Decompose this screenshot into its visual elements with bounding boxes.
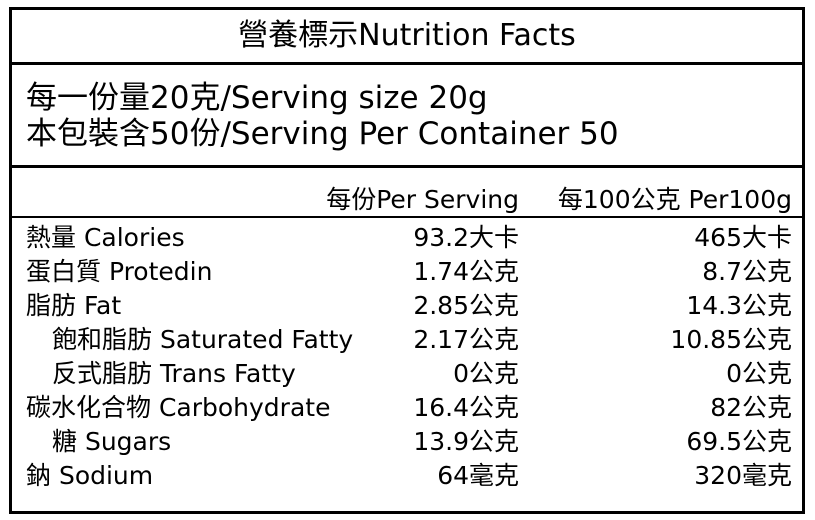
nutrient-amount: 93.2大卡 bbox=[413, 223, 519, 252]
nutrient-amount: 8.7公克 bbox=[702, 257, 792, 286]
divider bbox=[12, 165, 802, 168]
nutrient-amount: 0公克 bbox=[726, 359, 792, 388]
nutrient-amount: 14.3公克 bbox=[686, 291, 792, 320]
nutrient-name: 碳水化合物 Carbohydrate bbox=[26, 393, 331, 422]
nutrient-amount: 16.4公克 bbox=[413, 393, 519, 422]
nutrient-name: 飽和脂肪 Saturated Fatty bbox=[52, 325, 354, 354]
header: 每份Per Serving bbox=[326, 185, 519, 214]
serving-size: 每一份量20克/Serving size 20g bbox=[26, 80, 488, 116]
nutrient-name: 脂肪 Fat bbox=[26, 291, 122, 320]
nutrient-name: 鈉 Sodium bbox=[26, 461, 154, 490]
nutrient-amount: 2.17公克 bbox=[413, 325, 519, 354]
nutrient-amount: 69.5公克 bbox=[686, 427, 792, 456]
nutrient-amount: 13.9公克 bbox=[413, 427, 519, 456]
servings-per-container: 本包裝含50份/Serving Per Container 50 bbox=[26, 116, 619, 152]
nutrient-amount: 1.74公克 bbox=[413, 257, 519, 286]
nutrient-amount: 2.85公克 bbox=[413, 291, 519, 320]
nutrient-amount: 82公克 bbox=[710, 393, 792, 422]
nutrition-label: 營養標示Nutrition Facts 每一份量20克/Serving size… bbox=[9, 7, 805, 514]
nutrient-amount: 64毫克 bbox=[437, 461, 519, 490]
header: 每100公克 Per100g bbox=[557, 185, 792, 214]
nutrient-amount: 320毫克 bbox=[694, 461, 792, 490]
divider bbox=[12, 216, 802, 218]
nutrient-name: 蛋白質 Protedin bbox=[26, 257, 213, 286]
nutrient-amount: 465大卡 bbox=[694, 223, 792, 252]
nutrient-name: 反式脂肪 Trans Fatty bbox=[52, 359, 296, 388]
nutrient-name: 糖 Sugars bbox=[52, 427, 172, 456]
nutrient-amount: 10.85公克 bbox=[670, 325, 792, 354]
title: 營養標示Nutrition Facts bbox=[12, 10, 802, 65]
nutrient-name: 熱量 Calories bbox=[26, 223, 185, 252]
nutrient-amount: 0公克 bbox=[453, 359, 519, 388]
